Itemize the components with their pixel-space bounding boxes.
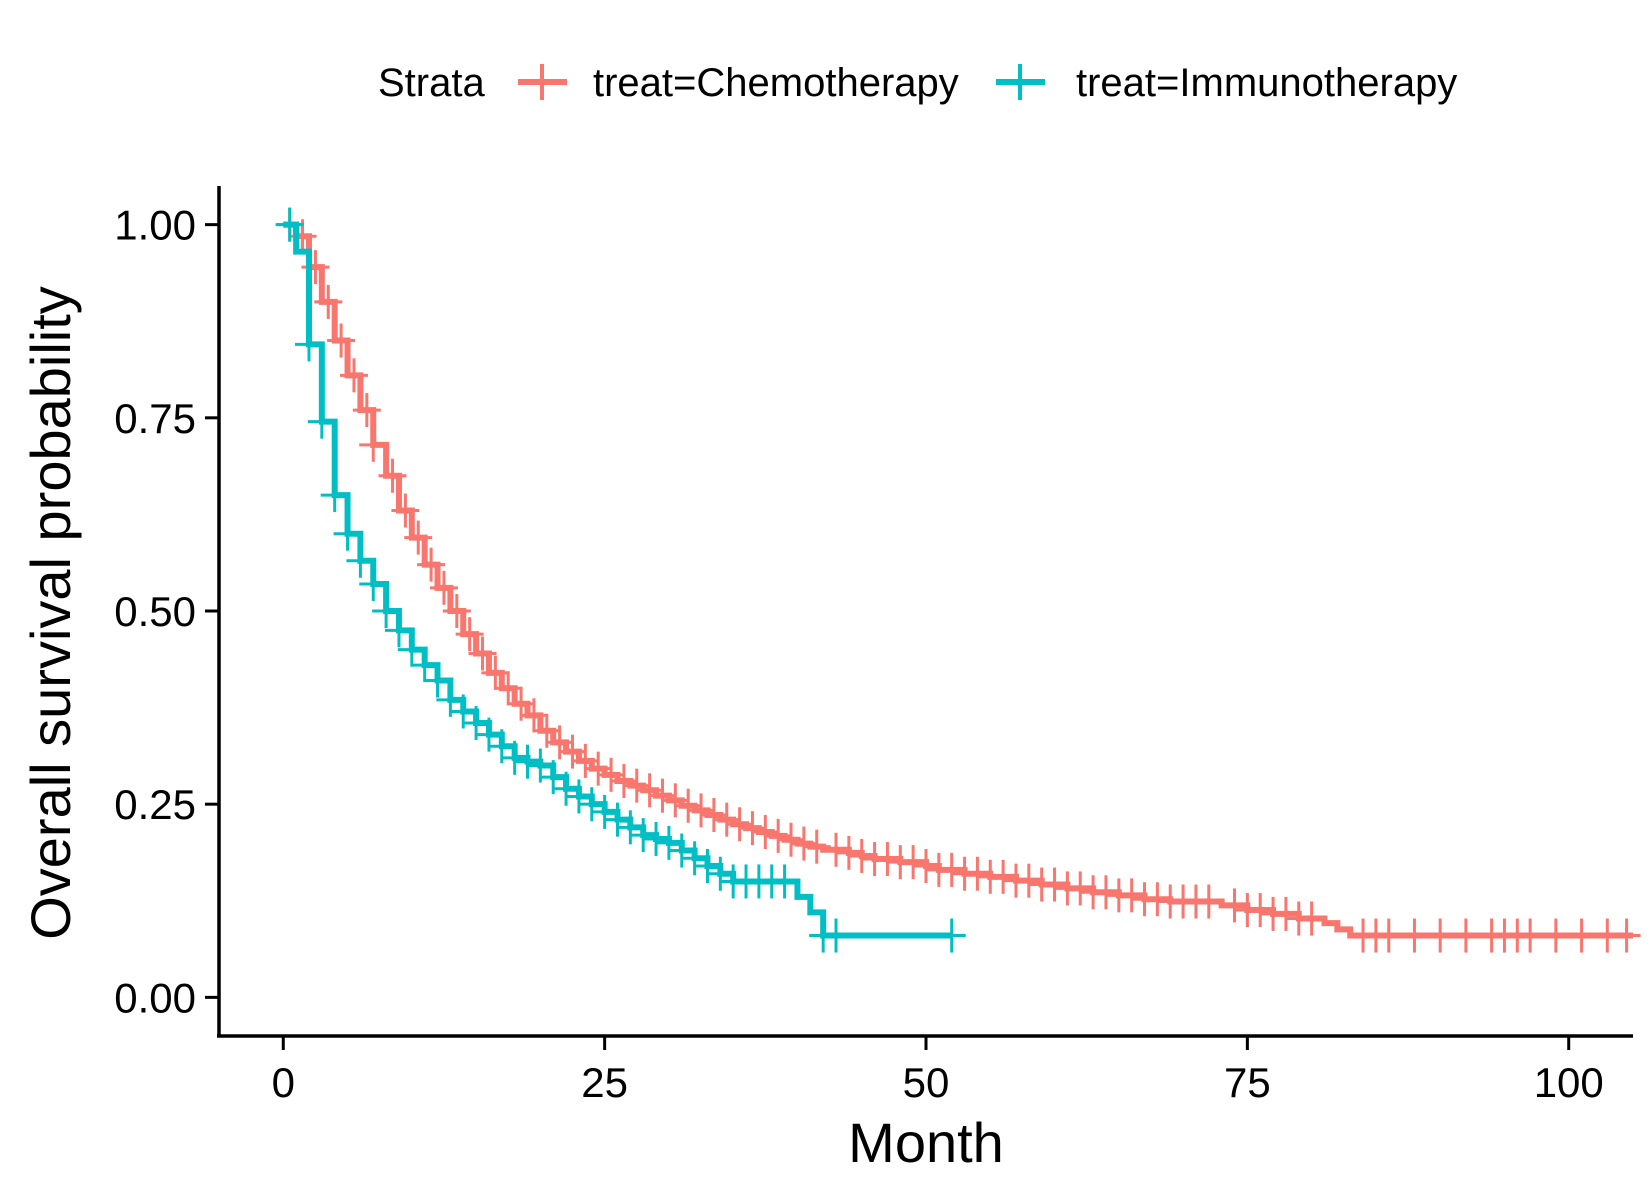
x-tick-label: 75 xyxy=(1224,1059,1271,1106)
x-tick-label: 25 xyxy=(581,1059,628,1106)
y-tick-label: 0.50 xyxy=(114,588,196,635)
legend: Strata treat=Chemotherapy treat=Immunoth… xyxy=(378,61,1457,105)
survival-curve-chemotherapy xyxy=(283,221,1633,939)
y-tick-label: 0.00 xyxy=(114,974,196,1021)
x-axis-ticks: 0 25 50 75 100 xyxy=(272,1036,1604,1106)
x-axis-title: Month xyxy=(848,1111,1004,1174)
x-tick-label: 50 xyxy=(903,1059,950,1106)
x-tick-label: 0 xyxy=(272,1059,295,1106)
y-tick-label: 0.25 xyxy=(114,781,196,828)
y-tick-label: 1.00 xyxy=(114,202,196,249)
legend-title: Strata xyxy=(378,61,485,105)
x-tick-label: 100 xyxy=(1534,1059,1604,1106)
legend-label-chemotherapy: treat=Chemotherapy xyxy=(593,61,959,105)
legend-key-immunotherapy xyxy=(996,64,1045,100)
legend-label-immunotherapy: treat=Immunotherapy xyxy=(1076,61,1457,105)
plot-area xyxy=(275,207,1641,953)
y-axis-ticks: 0.00 0.25 0.50 0.75 1.00 xyxy=(114,202,219,1021)
y-axis-title: Overall survival probability xyxy=(19,286,82,940)
y-tick-label: 0.75 xyxy=(114,395,196,442)
legend-key-chemotherapy xyxy=(518,64,567,100)
